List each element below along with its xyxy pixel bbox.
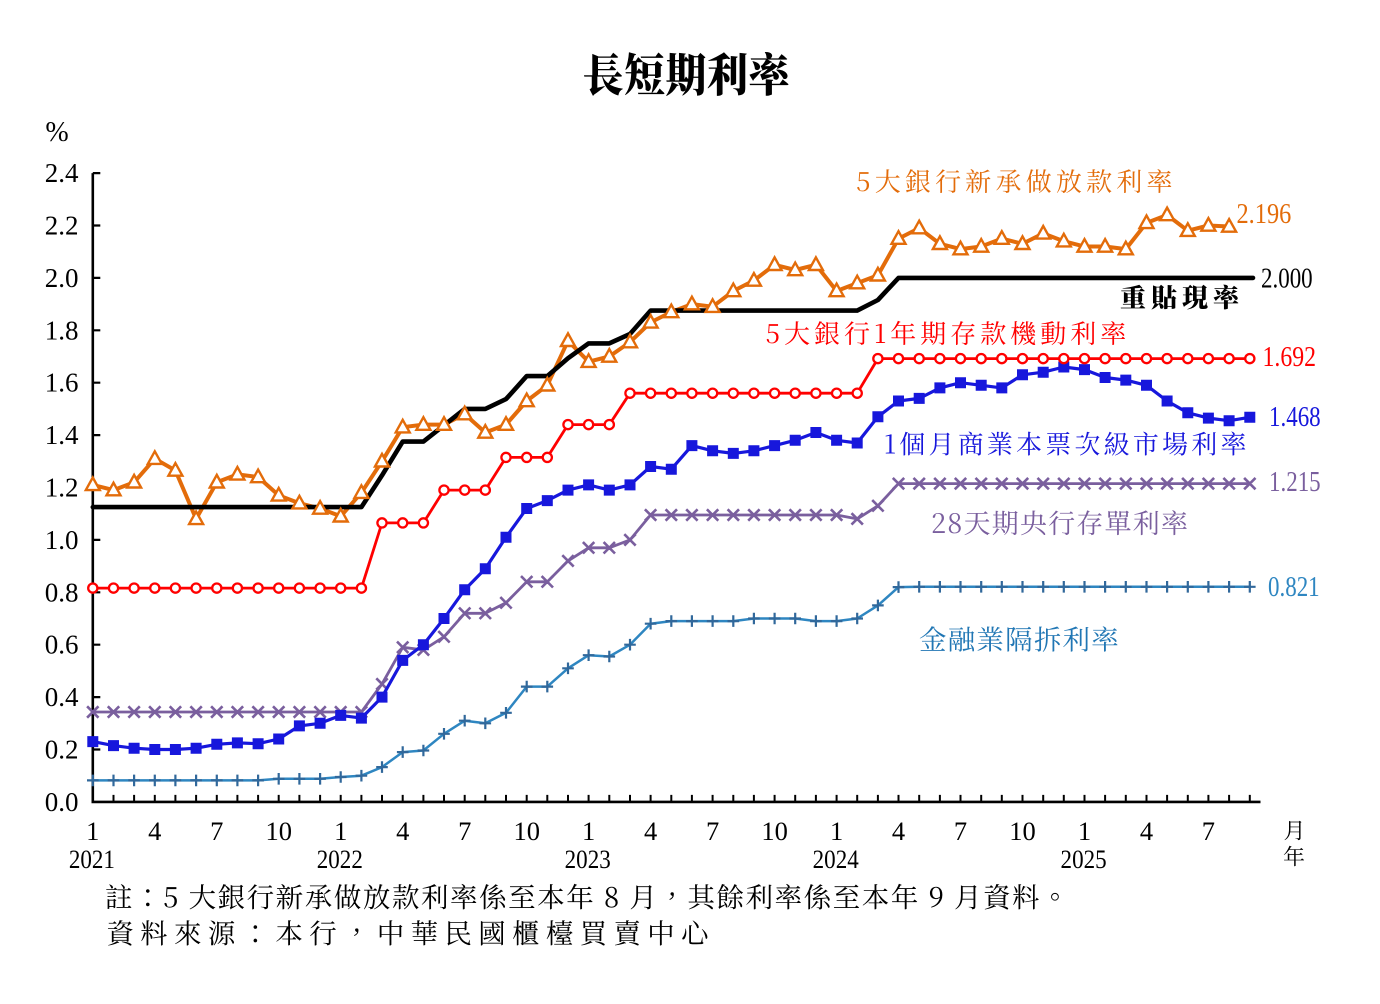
svg-text:10: 10 <box>513 816 540 846</box>
svg-text:1: 1 <box>86 816 99 846</box>
svg-text:2.000: 2.000 <box>1261 262 1313 294</box>
svg-text:4: 4 <box>148 816 161 846</box>
svg-text:7: 7 <box>458 816 471 846</box>
svg-text:1.4: 1.4 <box>45 420 79 450</box>
svg-text:1: 1 <box>1078 816 1091 846</box>
svg-text:1: 1 <box>582 816 595 846</box>
svg-text:10: 10 <box>1009 816 1036 846</box>
svg-text:1.6: 1.6 <box>45 368 79 398</box>
svg-text:2021: 2021 <box>69 846 115 875</box>
svg-text:7: 7 <box>210 816 223 846</box>
svg-text:1.692: 1.692 <box>1263 341 1317 372</box>
svg-text:2024: 2024 <box>813 846 860 875</box>
svg-text:1.215: 1.215 <box>1269 466 1321 498</box>
svg-text:0.8: 0.8 <box>45 577 79 607</box>
svg-text:2025: 2025 <box>1061 846 1107 875</box>
svg-text:2022: 2022 <box>317 846 363 875</box>
svg-text:4: 4 <box>892 816 905 846</box>
svg-text:2023: 2023 <box>565 846 611 875</box>
svg-text:1.0: 1.0 <box>45 525 79 555</box>
svg-text:0.4: 0.4 <box>45 682 79 712</box>
svg-text:4: 4 <box>396 816 409 846</box>
svg-text:7: 7 <box>954 816 967 846</box>
svg-text:1.8: 1.8 <box>45 315 79 345</box>
svg-text:%: % <box>45 117 68 148</box>
svg-text:7: 7 <box>1202 816 1215 846</box>
svg-text:10: 10 <box>265 816 292 846</box>
svg-text:0.6: 0.6 <box>45 630 79 660</box>
svg-text:2.2: 2.2 <box>45 211 79 241</box>
svg-text:4: 4 <box>644 816 657 846</box>
svg-text:2.196: 2.196 <box>1237 198 1292 229</box>
svg-text:7: 7 <box>706 816 719 846</box>
svg-text:1: 1 <box>334 816 347 846</box>
svg-text:0.2: 0.2 <box>45 735 79 765</box>
svg-text:0.821: 0.821 <box>1268 571 1320 603</box>
svg-text:10: 10 <box>761 816 788 846</box>
svg-text:2.0: 2.0 <box>45 263 79 293</box>
svg-text:0.0: 0.0 <box>45 787 79 817</box>
svg-text:1.2: 1.2 <box>45 473 79 503</box>
svg-text:2.4: 2.4 <box>45 158 79 188</box>
svg-text:4: 4 <box>1140 816 1153 846</box>
svg-text:1.468: 1.468 <box>1269 401 1321 433</box>
svg-text:1: 1 <box>830 816 843 846</box>
